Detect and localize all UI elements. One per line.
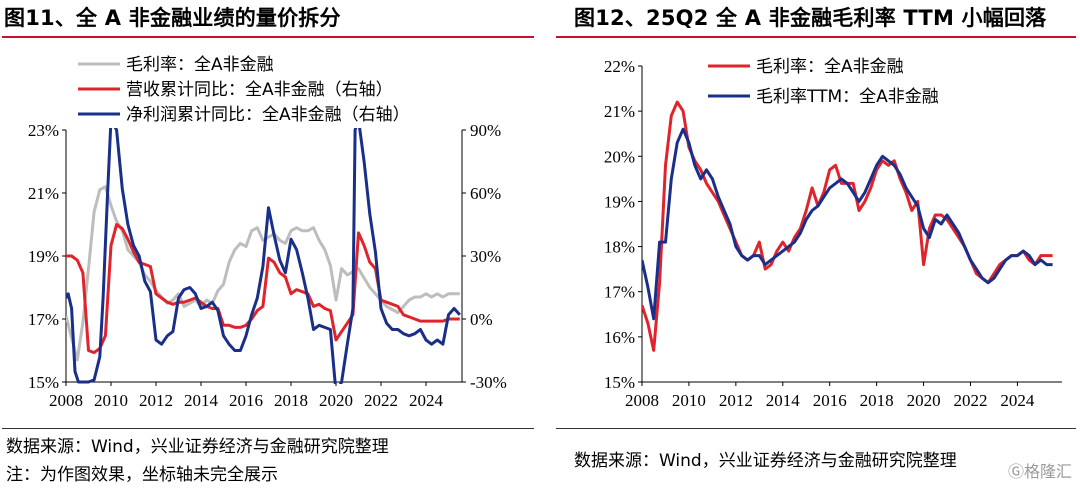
x-tick-label: 2020	[319, 391, 353, 410]
y-tick-label-left: 17%	[604, 283, 635, 302]
y-tick-label-left: 19%	[28, 247, 59, 266]
legend-label-2: 营收累计同比：全A非金融（右轴）	[126, 80, 393, 100]
legend-label-1: 毛利率：全A非金融	[126, 55, 274, 75]
series-line-2	[66, 223, 460, 355]
x-tick-label: 2012	[719, 391, 753, 410]
x-tick-label: 2020	[907, 391, 941, 410]
legend-label-1: 毛利率：全A非金融	[756, 57, 904, 77]
x-tick-label: 2022	[364, 391, 398, 410]
y-tick-label-left: 16%	[604, 328, 635, 347]
right-figure-panel: 图12、25Q2 全 A 非金融毛利率 TTM 小幅回落 15% 16% 17% 18…	[542, 0, 1080, 490]
y-tick-label-left: 15%	[28, 373, 59, 392]
x-tick-label: 2016	[813, 391, 847, 410]
y-tick-label-left: 15%	[604, 373, 635, 392]
right-title-rule	[556, 36, 1076, 38]
series-line-3	[66, 128, 461, 384]
left-source-rule	[2, 428, 534, 429]
x-tick-label: 2008	[49, 391, 83, 410]
left-title-rule	[2, 36, 534, 38]
x-tick-label: 2016	[229, 391, 263, 410]
x-tick-label: 2018	[274, 391, 308, 410]
right-source-rule	[556, 428, 1076, 429]
x-tick-label: 2010	[672, 391, 706, 410]
series-line-1	[66, 185, 460, 362]
y-tick-label-right: 30%	[470, 247, 501, 266]
y-tick-label-right: 60%	[470, 184, 501, 203]
x-tick-label: 2022	[953, 391, 987, 410]
left-note-text: 注：为作图效果，坐标轴未完全展示	[6, 465, 278, 485]
x-tick-label: 2014	[766, 391, 801, 410]
y-tick-label-left: 22%	[604, 57, 635, 76]
left-chart: 15% 17% 19% 21% 23% -30% 0% 30% 60% 90% 2008 2010 20…	[28, 55, 507, 410]
x-tick-label: 2010	[94, 391, 128, 410]
legend-label-2: 毛利率TTM：全A非金融	[756, 87, 939, 107]
y-tick-label-left: 17%	[28, 310, 59, 329]
legend-label-3: 净利润累计同比：全A非金融（右轴）	[126, 105, 410, 125]
x-tick-label: 2018	[860, 391, 894, 410]
watermark-text: 格隆汇	[1023, 462, 1072, 481]
left-figure-panel: 图11、全 A 非金融业绩的量价拆分 15% 17% 19% 21% 23% -30% 0%…	[2, 6, 534, 485]
y-tick-label-right: -30%	[470, 373, 507, 392]
x-tick-label: 2012	[139, 391, 173, 410]
y-tick-label-left: 21%	[604, 102, 635, 121]
watermark-logo: Ⓖ格隆汇	[1008, 458, 1072, 482]
series-line-2	[642, 127, 1053, 321]
y-tick-label-right: 0%	[470, 310, 493, 329]
right-figure-title: 图12、25Q2 全 A 非金融毛利率 TTM 小幅回落	[574, 6, 1047, 30]
y-tick-label-left: 18%	[604, 238, 635, 257]
x-tick-label: 2014	[184, 391, 219, 410]
y-tick-label-right: 90%	[470, 121, 501, 140]
x-tick-label: 2024	[409, 391, 444, 410]
right-source-text: 数据来源：Wind，兴业证券经济与金融研究院整理	[574, 451, 957, 471]
left-source-text: 数据来源：Wind，兴业证券经济与金融研究院整理	[6, 437, 389, 457]
y-tick-label-left: 23%	[28, 121, 59, 140]
y-tick-label-left: 19%	[604, 192, 635, 211]
right-chart: 15% 16% 17% 18% 19% 20% 21% 22% 2008 2010 2012 2014…	[604, 57, 1062, 410]
x-tick-label: 2024	[1000, 391, 1034, 410]
y-tick-label-left: 20%	[604, 147, 635, 166]
series-line-1	[642, 100, 1053, 352]
y-tick-label-left: 21%	[28, 184, 59, 203]
watermark-icon: Ⓖ	[1007, 462, 1024, 481]
left-figure-title: 图11、全 A 非金融业绩的量价拆分	[4, 6, 341, 30]
x-tick-label: 2008	[625, 391, 659, 410]
